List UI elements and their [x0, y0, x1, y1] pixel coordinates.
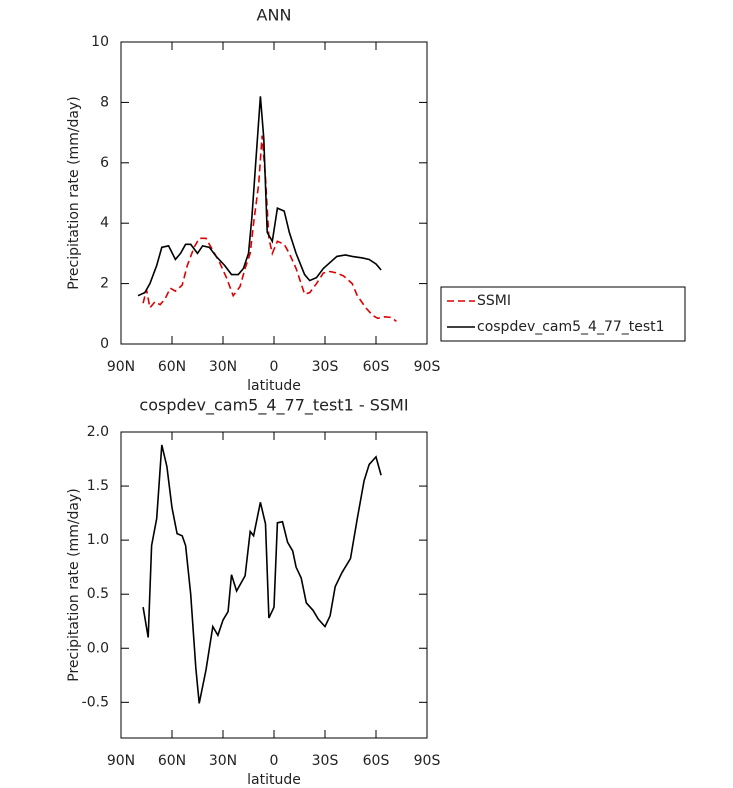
x-tick-label: 90N: [107, 753, 135, 769]
y-tick-label: 1.5: [87, 478, 109, 494]
x-tick-label: 90N: [107, 359, 135, 375]
y-tick-label: 8: [100, 94, 109, 110]
chart-title: ANN: [257, 6, 292, 25]
legend-label: cospdev_cam5_4_77_test1: [477, 319, 665, 335]
x-tick-label: 0: [270, 359, 279, 375]
legend-frame: [440, 286, 686, 342]
y-tick-label: 0: [100, 336, 109, 352]
x-tick-label: 90S: [414, 753, 441, 769]
y-tick-label: 2: [100, 276, 109, 292]
data-line: [142, 444, 382, 704]
y-tick-label: 4: [100, 215, 109, 231]
y-axis-label: Precipitation rate (mm/day): [66, 488, 82, 682]
data-line: [137, 96, 382, 297]
x-tick-label: 60S: [363, 753, 390, 769]
chart-title: cospdev_cam5_4_77_test1 - SSMI: [139, 396, 408, 416]
x-tick-label: 30N: [209, 753, 237, 769]
y-tick-label: 10: [91, 34, 109, 50]
x-axis-label: latitude: [247, 772, 301, 788]
legend-label: SSMI: [477, 293, 511, 309]
data-line: [142, 135, 397, 322]
x-tick-label: 0: [270, 753, 279, 769]
plot-frame: [120, 41, 428, 345]
x-tick-label: 90S: [414, 359, 441, 375]
y-tick-label: 0.5: [87, 586, 109, 602]
x-tick-label: 60N: [158, 359, 186, 375]
x-axis-label: latitude: [247, 378, 301, 394]
x-tick-label: 60N: [158, 753, 186, 769]
x-tick-label: 30S: [312, 359, 339, 375]
x-tick-label: 30N: [209, 359, 237, 375]
y-tick-label: 0.0: [87, 640, 109, 656]
x-tick-label: 60S: [363, 359, 390, 375]
y-tick-label: -0.5: [82, 694, 109, 710]
x-tick-label: 30S: [312, 753, 339, 769]
y-tick-label: 2.0: [87, 424, 109, 440]
y-tick-label: 6: [100, 155, 109, 171]
y-tick-label: 1.0: [87, 532, 109, 548]
plot-frame: [120, 431, 428, 739]
y-axis-label: Precipitation rate (mm/day): [66, 96, 82, 290]
